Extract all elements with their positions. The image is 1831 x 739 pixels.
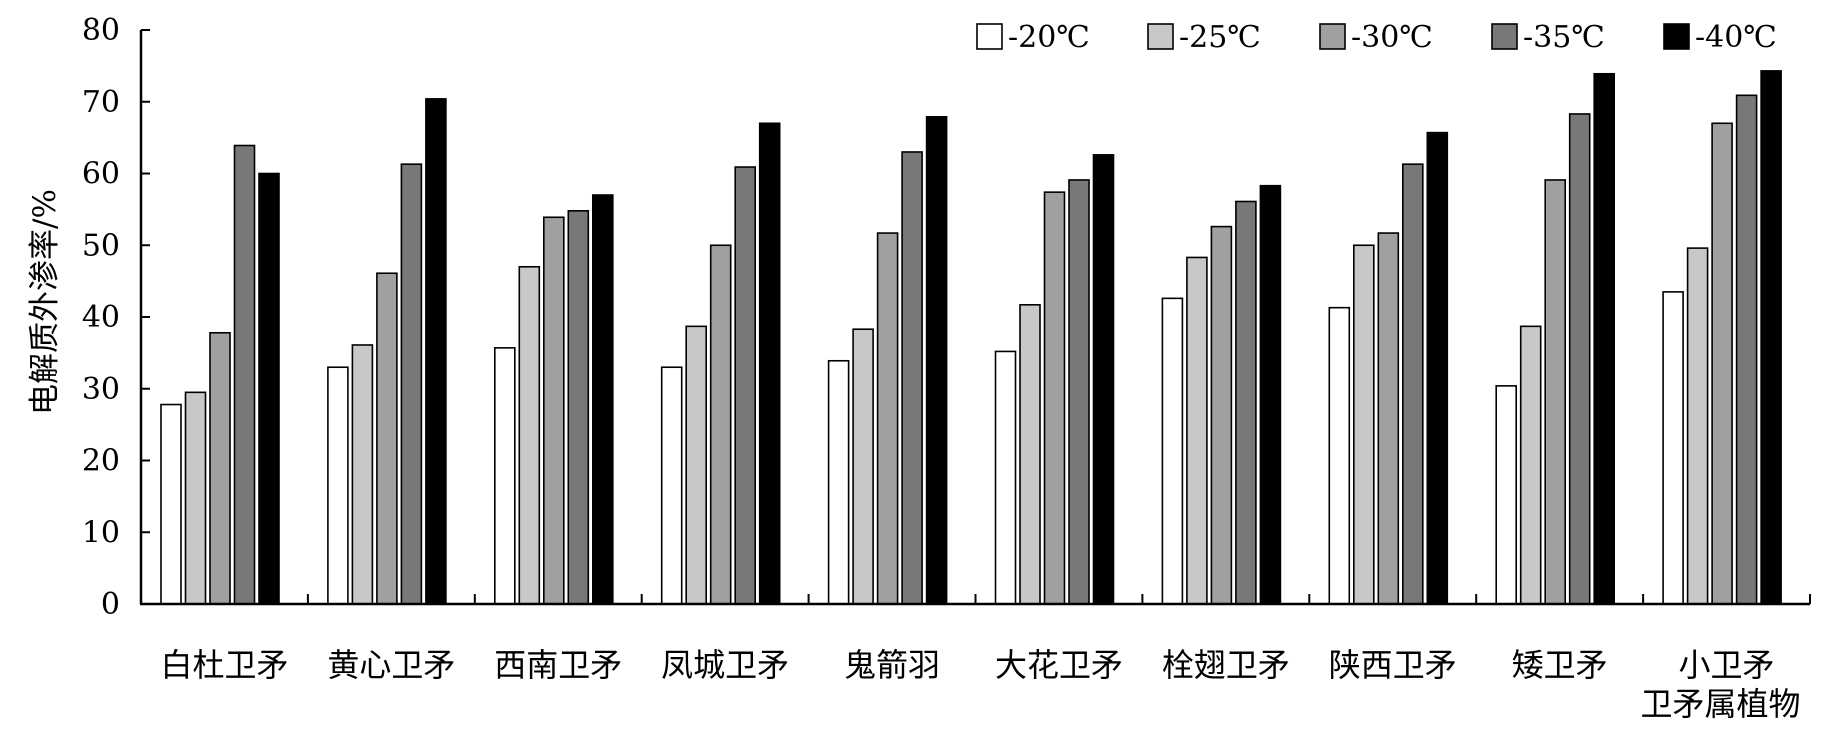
bar: [1662, 291, 1684, 605]
bar: [758, 122, 781, 605]
bar: [1593, 72, 1615, 605]
bar: [542, 216, 565, 605]
bar: [734, 166, 757, 605]
bar: [1259, 184, 1282, 605]
bar: [518, 265, 541, 605]
legend-swatch: [976, 23, 1003, 50]
bar: [400, 163, 423, 605]
bar: [493, 347, 516, 605]
legend-label: -20℃: [1008, 20, 1090, 55]
bar: [1711, 122, 1733, 605]
bar: [1760, 70, 1782, 605]
y-tick-label: 20: [82, 444, 120, 479]
bar: [660, 366, 683, 605]
x-category-label: 矮卫矛: [1512, 646, 1608, 684]
x-category-label: 卫矛属植物: [1641, 685, 1801, 723]
x-category-label: 陕西卫矛: [1329, 646, 1457, 684]
legend-swatch: [1491, 23, 1518, 50]
bar: [1377, 232, 1400, 605]
bar: [925, 116, 948, 605]
x-category-label: 小卫矛: [1679, 646, 1775, 684]
bar: [184, 391, 207, 605]
bar: [1186, 256, 1208, 605]
bar: [425, 98, 447, 605]
y-tick-label: 50: [82, 228, 120, 263]
bar: [876, 232, 899, 605]
legend-swatch: [1663, 23, 1690, 50]
x-category-label: 黄心卫矛: [327, 646, 455, 684]
y-tick-label: 0: [101, 587, 120, 622]
bar: [852, 328, 874, 605]
bar: [1328, 306, 1351, 605]
bar: [1043, 191, 1066, 605]
bar: [160, 403, 182, 605]
bar: [233, 144, 256, 605]
bar: [258, 172, 280, 605]
bar: [209, 331, 231, 605]
legend-label: -35℃: [1523, 20, 1605, 55]
x-category-label: 凤城卫矛: [661, 646, 789, 684]
bar: [994, 350, 1017, 605]
bar: [1519, 325, 1542, 605]
bar: [1161, 297, 1184, 605]
legend-label: -25℃: [1179, 20, 1261, 55]
x-category-labels: 白杜卫矛 黄心卫矛 西南卫矛 凤城卫矛 鬼箭羽 大花卫矛 栓翅卫矛 陕西卫矛 矮卫矛 小卫矛卫矛属…: [160, 594, 1811, 723]
legend-label: -40℃: [1695, 20, 1777, 55]
bar: [1402, 163, 1424, 605]
y-tick-label: 70: [82, 85, 120, 120]
bar: [591, 194, 614, 605]
y-axis-title: 电解质外渗率/%: [27, 189, 63, 415]
bar: [1068, 179, 1090, 605]
y-tick-label: 80: [82, 13, 120, 48]
x-category-label: 栓翅卫矛: [1162, 646, 1290, 684]
bar: [685, 325, 708, 605]
bar: [827, 359, 850, 605]
x-category-label: 大花卫矛: [995, 646, 1123, 684]
y-tick-label: 10: [82, 515, 120, 550]
bar: [1686, 247, 1709, 605]
bar: [327, 366, 349, 605]
bar: [1353, 244, 1375, 605]
bar: [1019, 304, 1041, 605]
bar: [1235, 200, 1257, 605]
bar: [1092, 154, 1115, 605]
y-tick-label: 30: [82, 372, 120, 407]
bar: [901, 151, 923, 605]
bar: [1495, 385, 1517, 605]
bars-layer: [160, 70, 1782, 605]
x-category-label: 鬼箭羽: [844, 646, 940, 684]
bar: [1544, 179, 1566, 605]
y-tick-label: 60: [82, 157, 120, 192]
legend-label: -30℃: [1351, 20, 1433, 55]
y-ticks: 0 10 20 30 40 50 60 70 80: [82, 13, 150, 622]
bar: [567, 210, 590, 605]
bar: [351, 344, 374, 605]
legend-swatch: [1319, 23, 1346, 50]
bar: [709, 244, 732, 605]
bar: [1426, 131, 1449, 605]
bar: [1735, 94, 1758, 605]
y-tick-label: 40: [82, 300, 120, 335]
x-category-label: 白杜卫矛: [160, 646, 288, 684]
x-category-label: 西南卫矛: [494, 646, 622, 684]
legend: -20℃ -25℃ -30℃ -35℃ -40℃: [976, 20, 1777, 55]
bar: [1210, 225, 1233, 605]
bar: [376, 272, 398, 605]
legend-swatch: [1147, 23, 1174, 50]
bar: [1568, 113, 1591, 605]
